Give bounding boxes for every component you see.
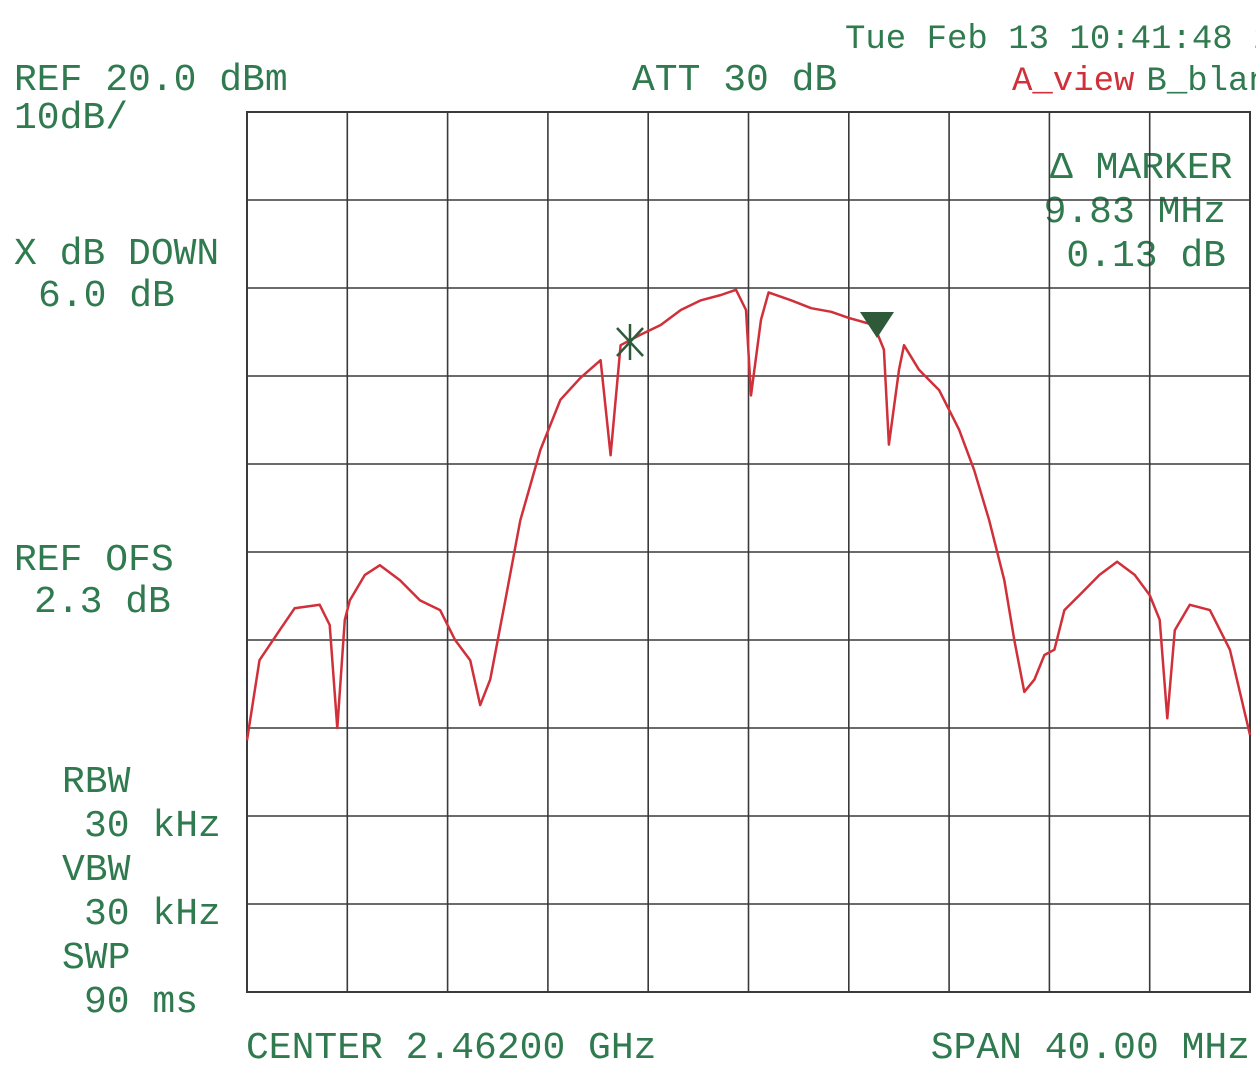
ref-level: REF 20.0 dBm bbox=[14, 59, 288, 102]
swp-value: 90 ms bbox=[84, 981, 198, 1024]
xdb-label: X dB DOWN bbox=[14, 233, 219, 276]
view-label: A_view bbox=[1012, 63, 1135, 101]
marker-star bbox=[616, 324, 644, 360]
delta-marker bbox=[860, 312, 894, 338]
ref-ofs-value: 2.3 dB bbox=[34, 581, 171, 624]
scale: 10dB/ bbox=[14, 97, 128, 140]
span: SPAN 40.00 MHz bbox=[931, 1027, 1250, 1065]
xdb-value: 6.0 dB bbox=[38, 275, 175, 318]
swp-label: SWP bbox=[62, 937, 130, 980]
center-freq: CENTER 2.46200 GHz bbox=[246, 1027, 656, 1065]
attenuation: ATT 30 dB bbox=[632, 59, 837, 102]
views: A_view B_blank bbox=[1012, 63, 1256, 101]
marker-freq: 9.83 MHz bbox=[1044, 191, 1226, 234]
rbw-label: RBW bbox=[62, 761, 131, 804]
trace-group bbox=[245, 288, 1252, 741]
view-label: B_blank bbox=[1146, 63, 1256, 101]
vbw-value: 30 kHz bbox=[84, 893, 221, 936]
marker-level: 0.13 dB bbox=[1066, 235, 1226, 278]
plot-frame bbox=[246, 111, 1251, 993]
vbw-label: VBW bbox=[62, 849, 131, 892]
timestamp: Tue Feb 13 10:41:48 2001 bbox=[845, 21, 1256, 59]
marker-label: Δ MARKER bbox=[1050, 147, 1232, 190]
rbw-value: 30 kHz bbox=[84, 805, 221, 848]
ref-ofs-label: REF OFS bbox=[14, 539, 174, 582]
trace bbox=[245, 288, 1252, 741]
